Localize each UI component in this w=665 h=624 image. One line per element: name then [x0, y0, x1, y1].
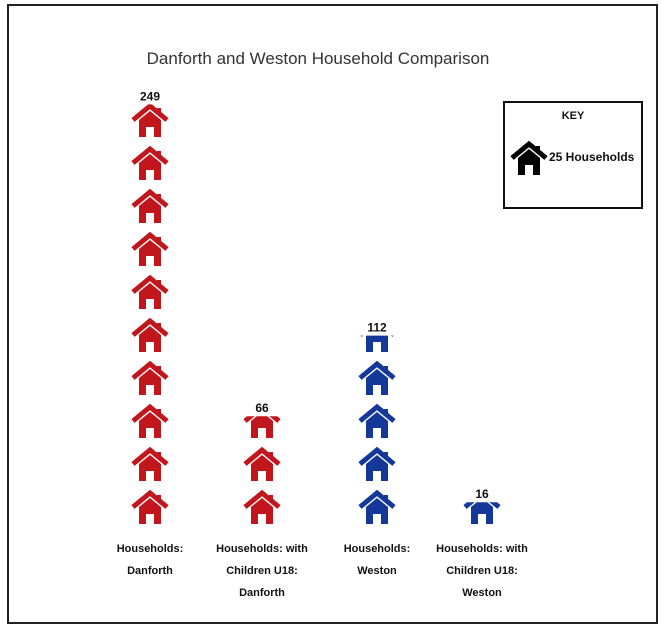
house-icon: [358, 446, 396, 481]
value-label: 249: [140, 89, 160, 103]
category-label: Households:: [344, 543, 411, 555]
value-label: 16: [475, 487, 489, 501]
house-icon: [131, 446, 169, 481]
legend-text: 25 Households: [549, 150, 635, 164]
legend-title: KEY: [562, 110, 585, 122]
category-label: Weston: [357, 565, 397, 577]
chart-title: Danforth and Weston Household Comparison: [147, 49, 490, 68]
column-3: 16 Households: with Children U18: Weston: [436, 487, 528, 599]
category-label: Danforth: [239, 587, 285, 599]
house-icon: [131, 104, 169, 137]
legend: KEY 25 Households: [503, 101, 643, 209]
category-label: Weston: [462, 587, 502, 599]
column-2: 112 Households: Weston: [344, 321, 411, 577]
house-icon: [358, 360, 396, 395]
category-label: Children U18:: [446, 565, 518, 577]
category-label: Households:: [117, 543, 184, 555]
house-icon: [463, 502, 501, 524]
category-label: Danforth: [127, 565, 173, 577]
house-icon: [131, 274, 169, 309]
house-icon: [358, 489, 396, 524]
house-icon: [360, 335, 394, 352]
column-0: 249 Households: Danforth: [117, 89, 184, 577]
house-icon: [243, 489, 281, 524]
category-label: Children U18:: [226, 565, 298, 577]
house-icon: [243, 446, 281, 481]
house-icon: [131, 231, 169, 266]
category-label: Households: with: [216, 543, 308, 555]
house-icon: [131, 403, 169, 438]
house-icon: [510, 140, 548, 175]
legend-box: [503, 101, 643, 209]
value-label: 66: [255, 401, 269, 415]
house-icon: [131, 489, 169, 524]
column-1: 66 Households: with Children U18: Danforth: [216, 401, 308, 599]
pictograph-columns: 249 Households: Danforth 66 Households: with…: [117, 89, 528, 599]
category-label: Households: with: [436, 543, 528, 555]
house-icon: [131, 317, 169, 352]
legend-house-icon: [510, 140, 548, 175]
house-icon: [131, 188, 169, 223]
house-icon: [358, 403, 396, 438]
house-icon: [131, 145, 169, 180]
house-icon: [243, 416, 281, 438]
house-icon: [131, 360, 169, 395]
value-label: 112: [367, 321, 387, 335]
